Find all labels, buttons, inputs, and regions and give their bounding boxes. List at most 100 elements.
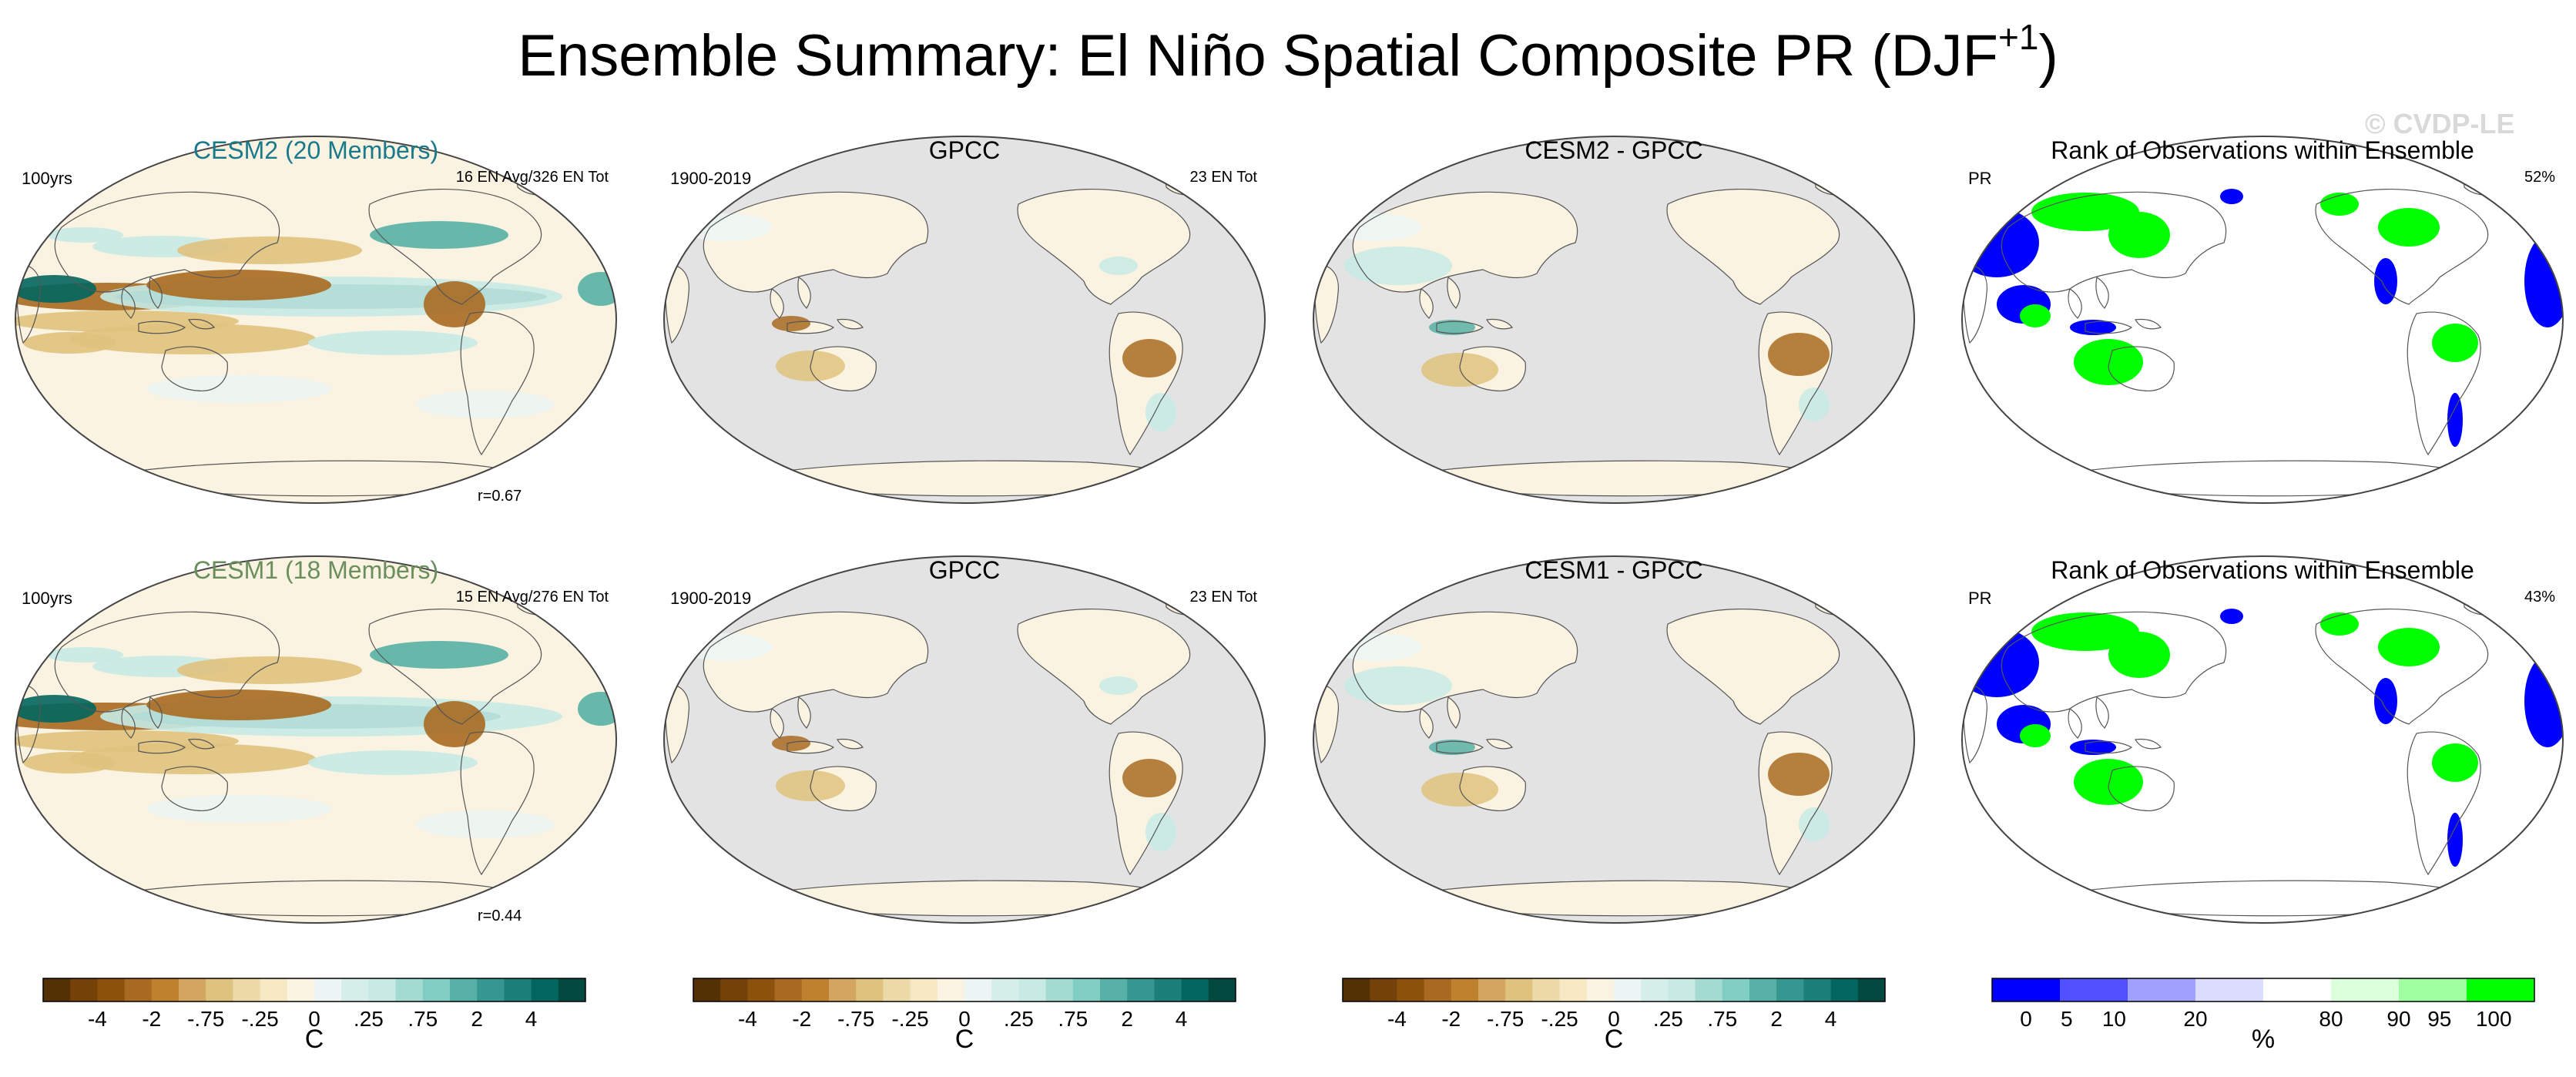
colorbar-swatch (477, 978, 505, 1002)
colorbar-tick-label: 4 (1176, 1007, 1188, 1031)
map-outline (663, 136, 1266, 504)
map-diff (1313, 136, 1915, 504)
colorbar-tick-label: -.25 (891, 1007, 928, 1031)
panel-title: GPCC (928, 556, 1001, 584)
colorbar-tick-label: -.25 (1541, 1007, 1578, 1031)
colorbar-swatch (314, 978, 342, 1002)
figure-title: Ensemble Summary: El Niño Spatial Compos… (518, 17, 2058, 89)
colorbar-swatch (341, 978, 369, 1002)
panel-title: CESM2 - GPCC (1524, 136, 1703, 164)
map-outline (1961, 136, 2564, 504)
map-field (664, 136, 1265, 503)
colorbar-swatch (1505, 978, 1533, 1002)
colorbar-swatch (43, 978, 71, 1002)
colorbar-swatch (1154, 978, 1182, 1002)
map-model (15, 555, 617, 924)
map-panel-model: CESM2 (20 Members) 100yrs 16 EN Avg/326 EN… (8, 112, 624, 512)
colorbar-swatch (70, 978, 98, 1002)
colorbar-tick-label: -2 (142, 1007, 161, 1031)
panel-title: CESM1 (18 Members) (193, 556, 439, 584)
map-field (15, 556, 616, 923)
colorbar-swatch (558, 978, 586, 1002)
colorbar-swatch (2195, 978, 2264, 1002)
colorbar-tick-label: 2 (1121, 1007, 1133, 1031)
panel-left-label: PR (1968, 589, 1992, 608)
colorbar-swatches: -4 -2 -.75 -.25 0 .25 .75 2 4 (42, 978, 586, 1031)
map-outline (1313, 555, 1915, 924)
colorbar-swatch (97, 978, 126, 1002)
colorbar-swatches: -4 -2 -.75 -.25 0 .25 .75 2 4 (1342, 978, 1886, 1031)
colorbar-units: C (304, 1025, 324, 1054)
colorbar-swatch (1018, 978, 1047, 1002)
colorbar-swatch (747, 978, 776, 1002)
map-outline (15, 136, 617, 504)
panel-left-label: 1900-2019 (670, 169, 752, 188)
colorbar-tick-label: 0 (2020, 1007, 2032, 1031)
colorbar-swatch (395, 978, 424, 1002)
panel-left-label: 100yrs (22, 589, 73, 608)
panel-title: Rank of Observations within Ensemble (2051, 556, 2474, 584)
map-panel-diff: CESM1 - GPCC (1306, 532, 1922, 932)
panel-right-label: 52% (2524, 169, 2555, 186)
map-diff (1313, 555, 1915, 924)
colorbar-swatch (206, 978, 233, 1002)
panel-title: CESM2 (20 Members) (193, 136, 439, 164)
panel-title: CESM1 - GPCC (1524, 556, 1703, 584)
colorbar-tick-label: 4 (1825, 1007, 1837, 1031)
colorbar-swatch (1641, 978, 1669, 1002)
colorbar-tick-label: -4 (1387, 1007, 1407, 1031)
colorbar-swatch (531, 978, 559, 1002)
colorbar-tick-label: -4 (738, 1007, 757, 1031)
map-outline (1961, 555, 2564, 924)
colorbar-swatch (2399, 978, 2467, 1002)
colorbar-swatch (1127, 978, 1155, 1002)
colorbar-tick-label: .75 (1707, 1007, 1737, 1031)
colorbar-tick-label: -2 (1441, 1007, 1461, 1031)
colorbar-precip: -4 -2 -.75 -.25 0 .25 .75 2 4 C (37, 977, 592, 1054)
colorbar-tick-label: -4 (88, 1007, 107, 1031)
colorbar-swatch (2128, 978, 2196, 1002)
map-outline (1313, 136, 1915, 504)
colorbar-tick-label: 95 (2427, 1007, 2451, 1031)
colorbar-swatch (856, 978, 884, 1002)
pattern-correlation: r=0.44 (478, 908, 522, 924)
colorbar-tick-label: 2 (1770, 1007, 1783, 1031)
colorbar-swatch (233, 978, 261, 1002)
map-panel-diff: CESM2 - GPCC (1306, 112, 1922, 512)
colorbar-tick-label: -.75 (837, 1007, 874, 1031)
colorbar-tick-label: 100 (2476, 1007, 2512, 1031)
colorbar-precip: -4 -2 -.75 -.25 0 .25 .75 2 4 C (1337, 977, 1891, 1054)
colorbar-swatch (720, 978, 748, 1002)
colorbar-swatch (801, 978, 830, 1002)
colorbar-tick-label: .75 (1058, 1007, 1088, 1031)
panel-right-label: 15 EN Avg/276 EN Tot (455, 589, 609, 606)
panel-left-label: 1900-2019 (670, 589, 752, 608)
map-panel-rank: Rank of Observations within Ensemble PR 52… (1954, 112, 2571, 512)
colorbar-swatch (1857, 978, 1886, 1002)
colorbar-swatches: 0 5 10 20 80 90 95 100 (1991, 978, 2535, 1031)
colorbar-swatch (1559, 978, 1588, 1002)
map-obs (663, 555, 1266, 924)
colorbar-tick-label: 20 (2183, 1007, 2207, 1031)
colorbar-swatch (2263, 978, 2332, 1002)
panel-title: GPCC (928, 136, 1001, 164)
colorbar-swatch (1614, 978, 1642, 1002)
colorbar-tick-label: -2 (792, 1007, 811, 1031)
colorbar-tick-label: 0 (958, 1007, 971, 1031)
colorbar-swatch (1668, 978, 1696, 1002)
colorbar-rank: 0 5 10 20 80 90 95 100% (1986, 977, 2541, 1054)
colorbar-tick-label: .25 (1004, 1007, 1034, 1031)
colorbar-swatch (1100, 978, 1128, 1002)
colorbar-tick-label: 10 (2102, 1007, 2126, 1031)
map-field (15, 136, 616, 503)
colorbar-swatch (422, 978, 451, 1002)
colorbar-swatches: -4 -2 -.75 -.25 0 .25 .75 2 4 (693, 978, 1236, 1031)
panel-left-label: 100yrs (22, 169, 73, 188)
colorbar-swatch (991, 978, 1019, 1002)
pattern-correlation: r=0.67 (478, 488, 522, 505)
colorbar-swatch (937, 978, 965, 1002)
colorbar-tick-label: 4 (525, 1007, 538, 1031)
colorbar-units: C (1604, 1025, 1624, 1054)
colorbar-swatch (1478, 978, 1506, 1002)
colorbar-swatch (1424, 978, 1452, 1002)
